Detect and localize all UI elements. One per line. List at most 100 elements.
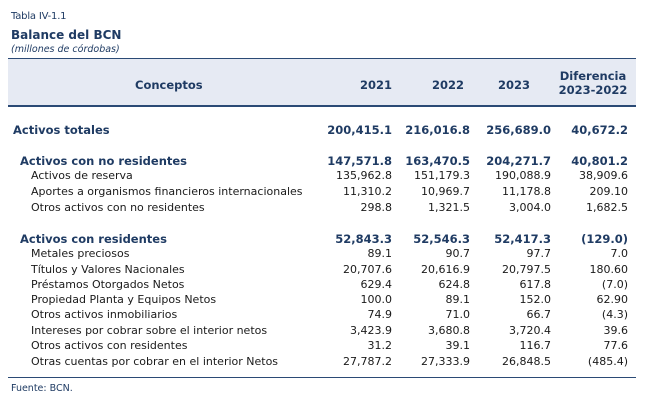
cell-diff: 62.90 (596, 293, 629, 306)
table-row: Intereses por cobrar sobre el interior n… (0, 324, 647, 339)
cell-diff: 180.60 (589, 263, 629, 276)
row-label: Activos totales (13, 123, 110, 137)
row-label: Activos de reserva (31, 169, 133, 182)
cell-v2021: 135,962.8 (336, 169, 392, 182)
row-label: Aportes a organismos financieros interna… (31, 185, 303, 198)
cell-v2021: 52,843.3 (335, 232, 392, 246)
header-year-2021: 2021 (359, 78, 392, 92)
row-label: Metales preciosos (31, 247, 130, 260)
cell-diff: 40,672.2 (571, 123, 628, 137)
header-top-rule (8, 58, 636, 59)
cell-v2021: 20,707.6 (343, 263, 392, 276)
cell-v2023: 190,088.9 (495, 169, 551, 182)
header-difference-line1: Diferencia (559, 69, 627, 83)
table-bottom-rule (8, 377, 636, 378)
cell-v2022: 27,333.9 (421, 355, 470, 368)
table-row: Otros activos inmobiliarios 74.9 71.0 66.7 (… (0, 308, 647, 323)
cell-diff: 40,801.2 (571, 154, 628, 168)
row-label: Propiedad Planta y Equipos Netos (31, 293, 217, 306)
cell-v2022: 1,321.5 (428, 201, 470, 214)
row-label: Otros activos con residentes (31, 339, 188, 352)
header-bottom-rule (8, 105, 636, 107)
table-title: Balance del BCN (11, 28, 122, 42)
header-difference: Diferencia 2023-2022 (548, 69, 638, 97)
cell-v2022: 52,546.3 (413, 232, 470, 246)
cell-diff: (485.4) (587, 355, 628, 368)
cell-diff: 7.0 (610, 247, 629, 260)
table-caption: Tabla IV-1.1 (11, 11, 67, 22)
cell-v2022: 20,616.9 (421, 263, 470, 276)
cell-v2021: 74.9 (367, 308, 393, 321)
table-row: Otras cuentas por cobrar en el interior … (0, 355, 647, 370)
cell-v2021: 298.8 (360, 201, 393, 214)
cell-diff: (7.0) (601, 278, 628, 291)
header-band (8, 59, 636, 105)
cell-v2023: 116.7 (519, 339, 552, 352)
row-label: Préstamos Otorgados Netos (31, 278, 185, 291)
cell-v2023: 52,417.3 (494, 232, 551, 246)
cell-diff: (129.0) (581, 232, 628, 246)
cell-v2022: 71.0 (445, 308, 471, 321)
cell-diff: (4.3) (601, 308, 628, 321)
header-year-2023: 2023 (497, 78, 530, 92)
cell-v2021: 89.1 (367, 247, 393, 260)
table-row: Metales preciosos 89.1 90.7 97.7 7.0 (0, 247, 647, 262)
cell-diff: 39.6 (603, 324, 629, 337)
table-row: Activos con residentes 52,843.3 52,546.3 52… (0, 232, 647, 247)
table-source: Fuente: BCN. (11, 383, 73, 394)
table-row: Otros activos con no residentes 298.8 1,32… (0, 201, 647, 216)
row-label: Otros activos inmobiliarios (31, 308, 178, 321)
cell-diff: 77.6 (603, 339, 629, 352)
cell-v2022: 10,969.7 (421, 185, 470, 198)
table-row: Propiedad Planta y Equipos Netos 100.0 89.… (0, 293, 647, 308)
cell-v2023: 66.7 (526, 308, 552, 321)
table-row: Otros activos con residentes 31.2 39.1 116.… (0, 339, 647, 354)
cell-v2021: 11,310.2 (343, 185, 392, 198)
row-label: Otros activos con no residentes (31, 201, 205, 214)
cell-v2022: 163,470.5 (405, 154, 470, 168)
table-row: Préstamos Otorgados Netos 629.4 624.8 617.8… (0, 278, 647, 293)
cell-v2021: 31.2 (367, 339, 393, 352)
cell-diff: 38,909.6 (579, 169, 628, 182)
row-label: Activos con residentes (20, 232, 167, 246)
table-row: Activos de reserva 135,962.8 151,179.3 190,… (0, 169, 647, 184)
header-difference-line2: 2023-2022 (558, 83, 628, 97)
cell-v2023: 617.8 (519, 278, 552, 291)
cell-v2021: 629.4 (360, 278, 393, 291)
cell-v2021: 147,571.8 (327, 154, 392, 168)
cell-v2023: 256,689.0 (486, 123, 551, 137)
cell-v2023: 20,797.5 (502, 263, 551, 276)
cell-v2023: 204,271.7 (486, 154, 551, 168)
cell-v2023: 26,848.5 (502, 355, 551, 368)
row-label: Otras cuentas por cobrar en el interior … (31, 355, 279, 368)
row-label: Activos con no residentes (20, 154, 188, 168)
cell-v2022: 89.1 (445, 293, 471, 306)
cell-v2022: 90.7 (445, 247, 471, 260)
cell-v2021: 200,415.1 (327, 123, 392, 137)
cell-v2022: 151,179.3 (414, 169, 470, 182)
table-row: Activos con no residentes 147,571.8 163,47… (0, 154, 647, 169)
cell-v2023: 97.7 (526, 247, 552, 260)
table-row: Activos totales 200,415.1 216,016.8 256,689… (0, 123, 647, 138)
table-units: (millones de córdobas) (11, 44, 120, 55)
cell-diff: 1,682.5 (586, 201, 628, 214)
table-row: Aportes a organismos financieros interna… (0, 185, 647, 200)
cell-v2022: 624.8 (438, 278, 471, 291)
cell-v2022: 39.1 (445, 339, 471, 352)
cell-v2021: 100.0 (360, 293, 393, 306)
cell-v2021: 3,423.9 (350, 324, 392, 337)
cell-v2022: 216,016.8 (405, 123, 470, 137)
cell-v2023: 3,004.0 (509, 201, 551, 214)
row-label: Intereses por cobrar sobre el interior n… (31, 324, 268, 337)
cell-diff: 209.10 (589, 185, 629, 198)
cell-v2023: 3,720.4 (509, 324, 551, 337)
cell-v2023: 11,178.8 (502, 185, 551, 198)
row-label: Títulos y Valores Nacionales (31, 263, 185, 276)
cell-v2023: 152.0 (519, 293, 552, 306)
header-year-2022: 2022 (431, 78, 464, 92)
table-row: Títulos y Valores Nacionales 20,707.6 20,6… (0, 263, 647, 278)
header-concept: Conceptos (135, 78, 203, 92)
cell-v2021: 27,787.2 (343, 355, 392, 368)
cell-v2022: 3,680.8 (428, 324, 470, 337)
